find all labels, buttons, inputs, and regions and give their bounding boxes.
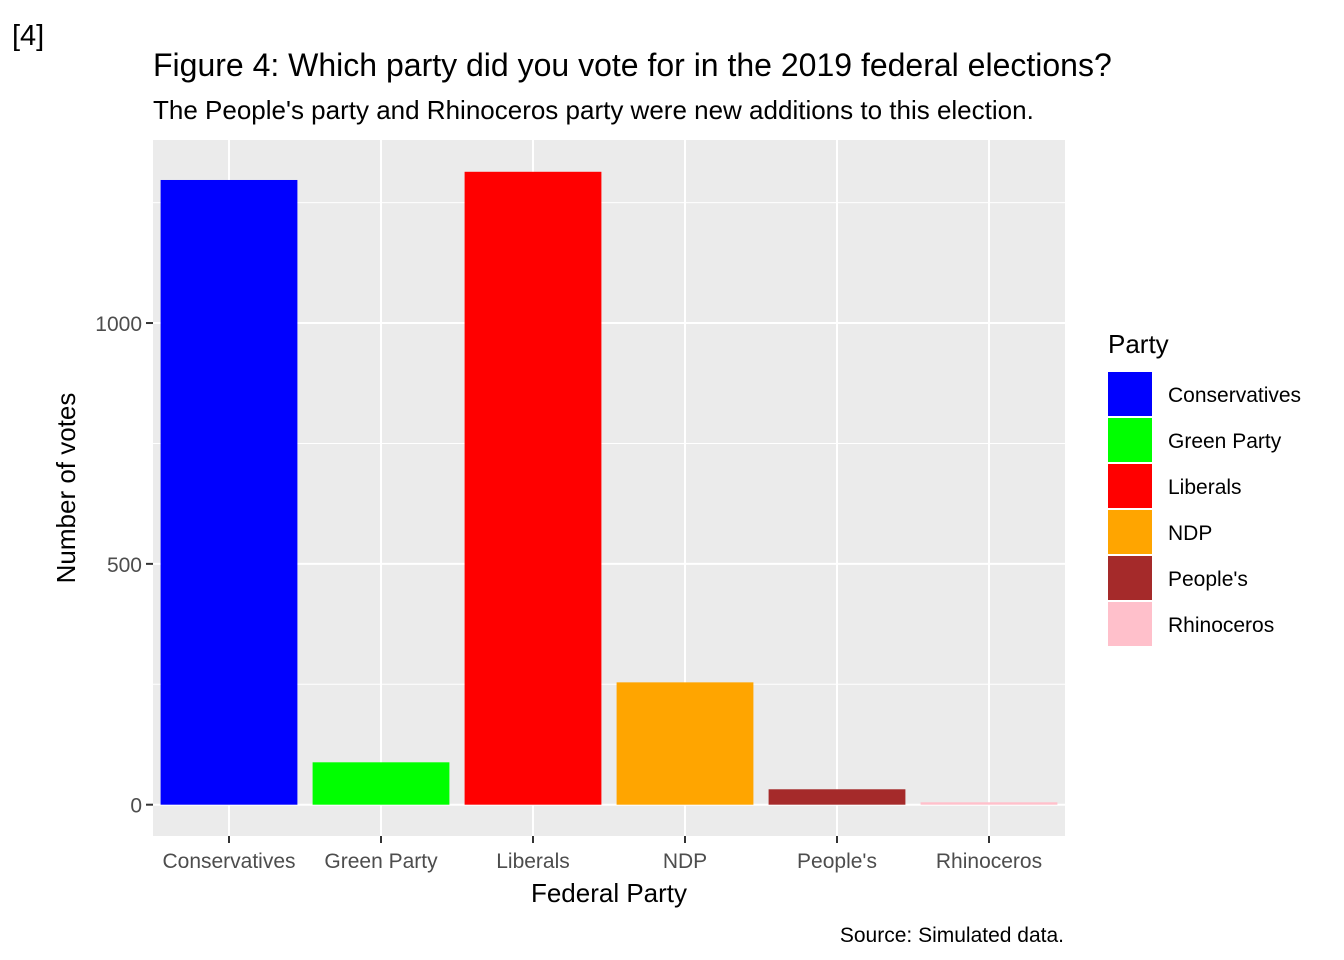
bar-liberals bbox=[464, 171, 602, 805]
x-axis-title: Federal Party bbox=[531, 878, 687, 908]
bar-ndp bbox=[616, 682, 754, 805]
legend-label: Green Party bbox=[1168, 430, 1282, 453]
legend: Party Conservatives Green Party Liberals ND… bbox=[1108, 329, 1301, 646]
x-tick-label: NDP bbox=[663, 850, 707, 873]
chart-caption: Source: Simulated data. bbox=[840, 924, 1064, 947]
bars bbox=[160, 171, 1058, 805]
x-tick-label: Conservatives bbox=[162, 850, 295, 873]
bar-conservatives bbox=[160, 179, 298, 805]
chart-title: Figure 4: Which party did you vote for i… bbox=[153, 47, 1112, 83]
legend-swatch bbox=[1108, 510, 1152, 554]
legend-swatch bbox=[1108, 464, 1152, 508]
y-axis-title: Number of votes bbox=[51, 393, 81, 584]
y-tick-label: 1000 bbox=[95, 313, 142, 336]
bar-people-s bbox=[768, 789, 906, 805]
legend-label: People's bbox=[1168, 568, 1248, 591]
plot-panel bbox=[153, 140, 1065, 836]
legend-swatch bbox=[1108, 602, 1152, 646]
x-tick-label: Liberals bbox=[496, 850, 570, 873]
minor-gridlines bbox=[153, 202, 1065, 685]
bar-green-party bbox=[312, 762, 450, 805]
y-tick-label: 0 bbox=[130, 795, 142, 818]
legend-label: Conservatives bbox=[1168, 384, 1301, 407]
legend-swatch bbox=[1108, 372, 1152, 416]
legend-swatch bbox=[1108, 418, 1152, 462]
legend-label: Rhinoceros bbox=[1168, 614, 1274, 637]
chart-subtitle: The People's party and Rhinoceros party … bbox=[153, 95, 1034, 125]
x-tick-label: Rhinoceros bbox=[936, 850, 1042, 873]
legend-title: Party bbox=[1108, 329, 1169, 359]
legend-label: NDP bbox=[1168, 522, 1212, 545]
y-axis: 0 500 1000 bbox=[95, 313, 153, 818]
x-tick-label: People's bbox=[797, 850, 877, 873]
figure-tag: [4] bbox=[12, 20, 44, 52]
legend-swatch bbox=[1108, 556, 1152, 600]
legend-label: Liberals bbox=[1168, 476, 1242, 499]
bar-rhinoceros bbox=[920, 802, 1058, 805]
y-tick-label: 500 bbox=[107, 554, 142, 577]
x-tick-label: Green Party bbox=[324, 850, 438, 873]
x-axis: Conservatives Green Party Liberals NDP Peopl… bbox=[162, 836, 1042, 873]
